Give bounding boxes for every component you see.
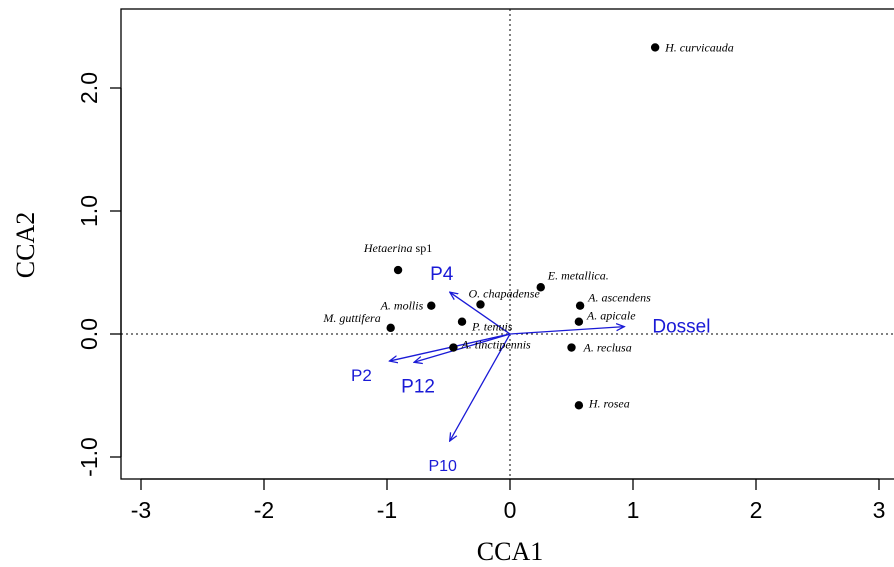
x-tick-label: 0 xyxy=(504,497,517,523)
plot-frame xyxy=(120,8,894,480)
x-axis: -3 -2 -1 0 1 2 3 xyxy=(131,478,886,523)
species-label: H. curvicauda xyxy=(664,40,734,54)
x-tick-label: -1 xyxy=(377,497,397,523)
vector-arrow-p12 xyxy=(414,333,511,362)
species-point xyxy=(457,317,467,326)
vector-label-p2: P2 xyxy=(351,366,372,385)
x-axis-title: CCA1 xyxy=(477,537,543,566)
species-points: H. curvicauda Hetaerina sp1 E. metallica. O… xyxy=(322,40,733,410)
species-point xyxy=(427,301,436,310)
species-point xyxy=(574,401,584,410)
vector-arrow-p4 xyxy=(450,292,511,335)
species-point xyxy=(386,323,395,333)
species-point xyxy=(650,43,660,52)
x-tick-label: -3 xyxy=(131,497,151,523)
species-label: M. guttifera xyxy=(322,311,380,325)
environment-vectors: Dossel P4 P2 P12 P10 xyxy=(351,264,710,475)
species-point xyxy=(575,301,585,310)
vector-label-p12: P12 xyxy=(401,376,435,397)
x-tick-label: 1 xyxy=(627,497,640,523)
y-axis: -1.0 0.0 1.0 2.0 xyxy=(76,72,122,477)
species-label: A. reclusa xyxy=(583,341,632,355)
species-label: O. chapadense xyxy=(468,286,540,300)
species-label: P. tenuis xyxy=(471,320,513,334)
y-tick-label: 0.0 xyxy=(76,318,102,350)
species-point xyxy=(393,265,403,275)
species-point xyxy=(574,317,584,326)
x-tick-label: -2 xyxy=(254,497,274,523)
y-tick-label: 1.0 xyxy=(76,195,102,227)
x-tick-label: 3 xyxy=(873,497,886,523)
vector-arrow-dossel xyxy=(509,327,624,335)
y-axis-title: CCA2 xyxy=(11,212,40,278)
vector-label-p10: P10 xyxy=(428,458,457,475)
y-tick-label: 2.0 xyxy=(76,72,102,104)
species-label: E. metallica. xyxy=(547,268,609,282)
species-label: A. tinctipennis xyxy=(460,338,531,352)
vector-arrow-p10 xyxy=(450,333,511,441)
species-point xyxy=(536,283,545,292)
y-tick-label: -1.0 xyxy=(76,437,102,477)
reference-lines xyxy=(121,9,894,479)
species-label: A. mollis xyxy=(380,299,424,313)
species-point xyxy=(476,300,485,309)
vector-label-dossel: Dossel xyxy=(652,317,710,338)
x-tick-label: 2 xyxy=(750,497,763,523)
species-point xyxy=(449,343,458,352)
species-label: Hetaerina sp1 xyxy=(363,241,432,255)
species-label: A. apicale xyxy=(586,309,636,323)
species-label: H. rosea xyxy=(588,396,630,410)
species-label: A. ascendens xyxy=(587,291,651,305)
species-point xyxy=(567,343,576,352)
vector-label-p4: P4 xyxy=(430,264,454,285)
